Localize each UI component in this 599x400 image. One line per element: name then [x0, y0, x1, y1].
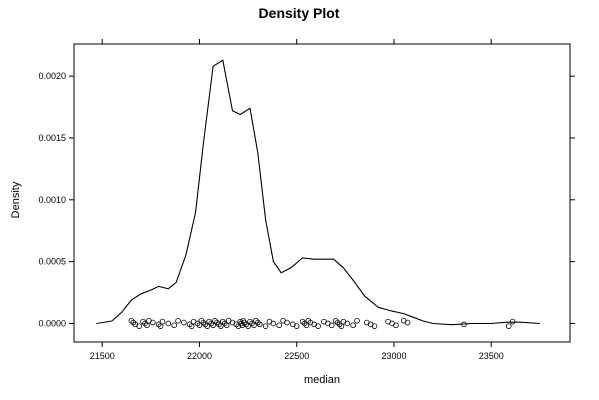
data-point	[159, 318, 166, 325]
data-point	[293, 323, 300, 329]
y-tick-label: 0.0010	[38, 195, 66, 205]
data-point	[220, 318, 226, 325]
x-axis-title: median	[304, 374, 340, 386]
data-point	[149, 319, 156, 326]
data-point	[301, 320, 308, 327]
data-point	[371, 323, 378, 329]
data-point	[245, 323, 251, 329]
data-point	[241, 319, 247, 326]
data-point	[299, 318, 306, 325]
y-tick-label: 0.0000	[38, 318, 66, 328]
data-point	[142, 320, 148, 327]
data-point	[128, 317, 135, 324]
x-tick-label: 23000	[381, 351, 406, 361]
y-axis-title: Density	[10, 181, 22, 218]
data-point	[144, 322, 150, 329]
data-point	[393, 322, 399, 329]
data-point	[270, 320, 277, 327]
data-point	[202, 321, 209, 328]
data-point	[171, 322, 177, 329]
data-point	[334, 319, 341, 326]
x-axis: 21500 22000 22500 23000 23500	[90, 39, 504, 361]
y-tick-label: 0.0015	[38, 133, 66, 143]
data-point	[194, 320, 201, 327]
data-point	[328, 322, 335, 329]
data-point	[404, 319, 411, 326]
data-point	[186, 321, 193, 328]
data-point	[198, 317, 205, 324]
x-tick-label: 22000	[187, 351, 212, 361]
data-point	[505, 323, 512, 329]
data-point	[136, 323, 142, 329]
data-point	[249, 320, 255, 327]
data-point	[200, 319, 207, 326]
data-point	[256, 321, 263, 328]
data-point	[253, 317, 259, 324]
data-point	[216, 321, 222, 328]
data-point	[214, 319, 220, 326]
data-point	[332, 317, 339, 324]
data-point	[165, 320, 172, 327]
y-tick-label: 0.0005	[38, 257, 66, 267]
data-point	[181, 319, 187, 326]
rug-points	[128, 317, 516, 329]
data-point	[350, 322, 356, 329]
x-tick-label: 21500	[90, 351, 115, 361]
y-tick-label: 0.0020	[38, 71, 66, 81]
data-point	[157, 323, 164, 329]
data-point	[251, 322, 257, 329]
data-point	[336, 321, 343, 328]
data-point	[305, 317, 312, 324]
x-tick-label: 22500	[284, 351, 309, 361]
data-point	[247, 318, 253, 325]
data-point	[315, 323, 321, 329]
data-point	[284, 319, 290, 326]
y-axis: 0.0000 0.0005 0.0010 0.0015 0.0020	[38, 71, 575, 328]
density-lines	[96, 59, 540, 326]
data-point	[223, 322, 230, 329]
data-point	[338, 323, 345, 329]
data-point	[262, 323, 269, 329]
data-point	[221, 320, 228, 327]
data-point	[354, 317, 360, 324]
data-point	[218, 323, 224, 329]
plot-frame	[73, 43, 571, 343]
data-point	[276, 322, 283, 329]
data-point	[155, 321, 162, 328]
data-point	[212, 317, 218, 324]
data-point	[243, 321, 249, 328]
data-point	[303, 322, 310, 329]
data-point	[175, 317, 181, 324]
data-point	[344, 320, 351, 327]
x-tick-label: 23500	[479, 351, 504, 361]
chart-title: Density Plot	[259, 5, 340, 21]
data-point	[188, 323, 195, 329]
data-point	[208, 320, 214, 327]
data-point	[140, 318, 146, 325]
data-point	[130, 319, 137, 326]
data-point	[196, 322, 203, 329]
data-point	[210, 322, 216, 329]
data-point	[206, 318, 212, 325]
density-line	[96, 59, 540, 326]
data-point	[255, 319, 261, 326]
data-point	[204, 323, 211, 329]
